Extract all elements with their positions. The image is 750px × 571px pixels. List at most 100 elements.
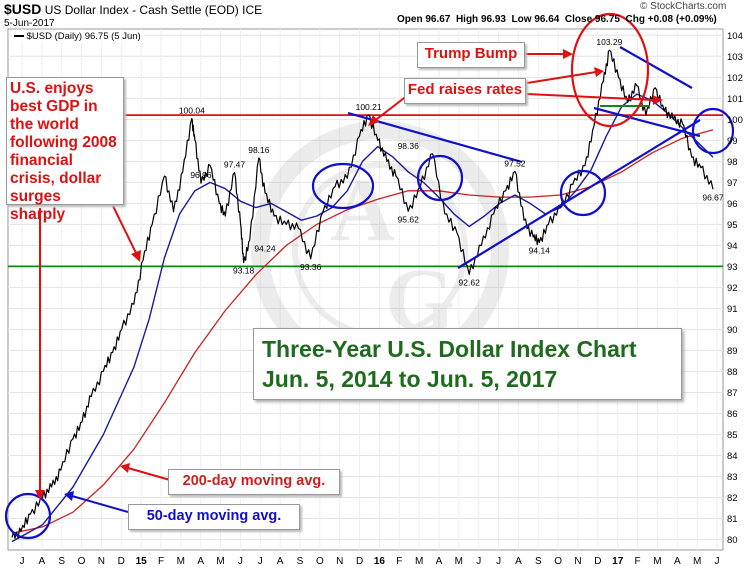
ma-cross-circle-start xyxy=(4,492,52,540)
price-label: 98.36 xyxy=(398,141,420,151)
y-tick-label: 87 xyxy=(727,388,738,399)
x-tick-label: D xyxy=(594,556,601,567)
y-tick-label: 100 xyxy=(727,115,743,126)
chart-title-line1: Three-Year U.S. Dollar Index Chart xyxy=(262,336,637,362)
price-label: 97.47 xyxy=(224,159,246,169)
price-label: 93.18 xyxy=(233,266,255,276)
ma-cross-circle-1 xyxy=(311,162,375,210)
pennant-lower-line xyxy=(593,106,701,138)
y-tick-label: 95 xyxy=(727,220,738,231)
ma50-arrow-head xyxy=(64,491,74,501)
price-label: 97.52 xyxy=(504,158,526,168)
chg-value: +0.08 (+0.09%) xyxy=(647,14,717,25)
x-tick-label: D xyxy=(118,556,125,567)
trump-bump-text: Trump Bump xyxy=(424,45,518,62)
y-tick-label: 102 xyxy=(727,73,743,84)
gdp-callout-text: U.S. enjoys best GDP in the world follow… xyxy=(10,80,117,223)
x-tick-label: M xyxy=(177,556,185,567)
x-tick-label: O xyxy=(554,556,562,567)
y-tick-label: 89 xyxy=(727,346,738,357)
x-tick-label: A xyxy=(39,556,46,567)
ma-cross-circle-3 xyxy=(559,169,607,217)
symbol: $USD xyxy=(4,1,42,17)
y-tick-label: 88 xyxy=(727,367,738,378)
y-tick-label: 81 xyxy=(727,514,738,525)
x-tick-label: M xyxy=(216,556,224,567)
price-label: 94.14 xyxy=(529,245,551,255)
y-tick-label: 86 xyxy=(727,409,738,420)
close-label: Close xyxy=(564,14,593,25)
svg-text:A: A xyxy=(330,161,395,260)
fed-arrow-left xyxy=(372,94,409,123)
reference-lines xyxy=(8,114,723,268)
ma200-arrow xyxy=(127,467,171,481)
price-label: 96.67 xyxy=(702,192,724,202)
title-callout: Three-Year U.S. Dollar Index Chart Jun. … xyxy=(253,328,682,400)
high-value: 96.93 xyxy=(480,14,506,25)
axis-layer: 80 81 82 83 84 85 86 87 88 89 90 91 92 93 94 95 96 97 98 99… xyxy=(20,31,743,567)
x-tick-label: J xyxy=(258,556,263,567)
x-tick-label: S xyxy=(535,556,542,567)
x-tick-label: J xyxy=(476,556,481,567)
x-tick-label: A xyxy=(515,556,522,567)
chg-label: Chg xyxy=(625,14,645,25)
fed-arrow-right-2 xyxy=(526,93,656,101)
ma-cross-circle-2 xyxy=(416,154,464,202)
instrument-name: US Dollar Index - Cash Settle (EOD) xyxy=(44,3,239,17)
x-tick-label: N xyxy=(98,556,105,567)
y-tick-label: 90 xyxy=(727,325,738,336)
ma200-arrow-head xyxy=(120,463,130,473)
gdp-arrow-diag-head xyxy=(131,250,141,262)
y-tick-label: 101 xyxy=(727,94,743,105)
fed-text: Fed raises rates xyxy=(407,81,523,98)
x-tick-label: O xyxy=(316,556,324,567)
stockcharts-watermark: © StockCharts.com xyxy=(640,1,726,12)
trump-bump-circle xyxy=(570,12,650,128)
header-date: 5-Jun-2017 xyxy=(4,18,55,29)
gdp-arrow-diag xyxy=(112,205,138,256)
x-tick-label: F xyxy=(396,556,402,567)
y-tick-label: 99 xyxy=(727,136,738,147)
x-tick-label: N xyxy=(336,556,343,567)
y-tick-label: 92 xyxy=(727,283,738,294)
fed-arrow-right-2-head xyxy=(653,95,663,105)
gdp-callout: U.S. enjoys best GDP in the world follow… xyxy=(6,77,124,223)
price-label: 95.62 xyxy=(398,214,420,224)
ma50-series-line xyxy=(11,93,714,543)
x-tick-label: J xyxy=(20,556,25,567)
ma50-callout: 50-day moving avg. xyxy=(128,504,300,530)
fed-arrow-right-1 xyxy=(526,71,597,84)
y-tick-label: 97 xyxy=(727,178,738,189)
x-tick-label: O xyxy=(78,556,86,567)
price-label: 92.62 xyxy=(459,277,481,287)
x-tick-label: A xyxy=(674,556,681,567)
close-value: 96.75 xyxy=(594,14,620,25)
price-series-line xyxy=(11,49,714,539)
watermark-text: © StockCharts.com xyxy=(640,1,727,12)
x-tick-label: S xyxy=(297,556,304,567)
x-tick-label: D xyxy=(356,556,363,567)
low-value: 96.64 xyxy=(534,14,560,25)
x-tick-label: A xyxy=(436,556,443,567)
y-tick-label: 91 xyxy=(727,304,738,315)
trump-arrow-head xyxy=(563,49,573,59)
x-tick-label: A xyxy=(277,556,284,567)
header-ohlc: Open 96.67 High 96.93 Low 96.64 Close 96… xyxy=(397,14,717,25)
x-tick-label: J xyxy=(715,556,720,567)
ma-cross-circle-4 xyxy=(691,107,735,155)
gdp-arrow-head xyxy=(35,490,45,500)
legend-swatch xyxy=(14,35,24,38)
price-label: 103.29 xyxy=(596,37,622,47)
legend-text: $USD (Daily) 96.75 (5 Jun) xyxy=(26,31,141,42)
y-tick-label: 98 xyxy=(727,157,738,168)
x-tick-label: F xyxy=(158,556,164,567)
ma50-arrow xyxy=(71,495,129,513)
price-label: 100.21 xyxy=(356,102,382,112)
fed-arrow-left-head xyxy=(368,115,379,126)
x-tick-label: M xyxy=(415,556,423,567)
chart-title-line2: Jun. 5, 2014 to Jun. 5, 2017 xyxy=(262,366,558,392)
x-tick-label: M xyxy=(455,556,463,567)
legend: $USD (Daily) 96.75 (5 Jun) xyxy=(12,31,143,42)
